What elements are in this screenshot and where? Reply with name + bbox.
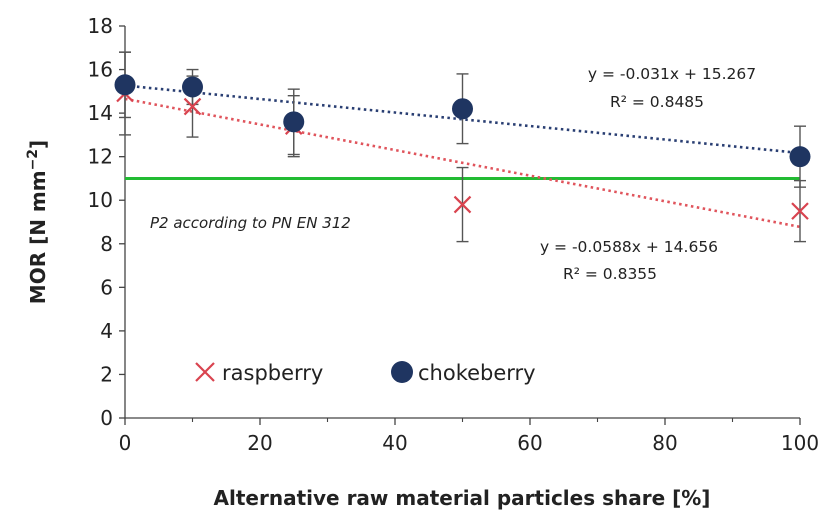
y-tick-label: 14 xyxy=(88,101,113,125)
chokeberry-equation: y = -0.031x + 15.267 xyxy=(588,65,756,83)
reference-line-label: P2 according to PN EN 312 xyxy=(150,214,351,232)
y-tick-label: 18 xyxy=(88,14,113,38)
y-tick-label: 12 xyxy=(88,145,113,169)
ticks: 0 2 4 6 8 10 12 14 16 18 0 20 40 60 80 100 xyxy=(88,14,819,455)
x-tick-label: 20 xyxy=(247,431,272,455)
chokeberry-point xyxy=(114,74,136,96)
legend-raspberry-label: raspberry xyxy=(222,361,323,385)
x-tick-label: 100 xyxy=(781,431,819,455)
raspberry-trendline xyxy=(124,97,801,229)
y-tick-label: 2 xyxy=(100,362,113,386)
y-tick-label: 16 xyxy=(88,58,113,82)
raspberry-point-stroke xyxy=(183,97,202,116)
y-tick-label: 10 xyxy=(88,188,113,212)
chokeberry-trendline xyxy=(124,84,801,155)
chokeberry-point xyxy=(283,111,305,133)
chokeberry-point xyxy=(452,98,473,120)
y-axis-title-close: ] xyxy=(26,140,50,149)
chokeberry-r2: R² = 0.8485 xyxy=(610,93,704,111)
y-axis-title-exponent: −2 xyxy=(25,149,41,170)
y-axis-title: MOR [N mm−2] xyxy=(25,140,50,304)
legend-chokeberry-marker xyxy=(391,361,413,383)
chokeberry-point xyxy=(182,76,203,98)
raspberry-point xyxy=(183,97,202,116)
data-markers xyxy=(114,74,811,220)
x-axis-title: Alternative raw material particles share… xyxy=(214,486,711,510)
raspberry-point xyxy=(453,195,472,214)
x-tick-label: 40 xyxy=(382,431,407,455)
x-tick-label: 60 xyxy=(517,431,542,455)
y-tick-label: 6 xyxy=(100,275,113,299)
y-tick-label: 0 xyxy=(100,406,113,430)
y-axis-title-main: MOR [N mm xyxy=(26,170,50,304)
chart-labels: y = -0.031x + 15.267 R² = 0.8485 y = -0.05… xyxy=(25,65,756,510)
raspberry-r2: R² = 0.8355 xyxy=(563,265,657,283)
x-tick-label: 80 xyxy=(652,431,677,455)
legend: raspberry chokeberry xyxy=(195,361,536,385)
y-tick-label: 4 xyxy=(100,319,113,343)
chokeberry-point xyxy=(789,146,811,168)
raspberry-point-stroke xyxy=(453,195,472,214)
legend-raspberry-marker xyxy=(195,362,215,382)
raspberry-point-stroke xyxy=(791,202,809,220)
trendlines xyxy=(124,84,801,229)
y-tick-label: 8 xyxy=(100,232,113,256)
raspberry-point xyxy=(791,202,809,220)
legend-chokeberry-label: chokeberry xyxy=(418,361,536,385)
raspberry-equation: y = -0.0588x + 14.656 xyxy=(540,238,718,256)
x-tick-label: 0 xyxy=(119,431,132,455)
